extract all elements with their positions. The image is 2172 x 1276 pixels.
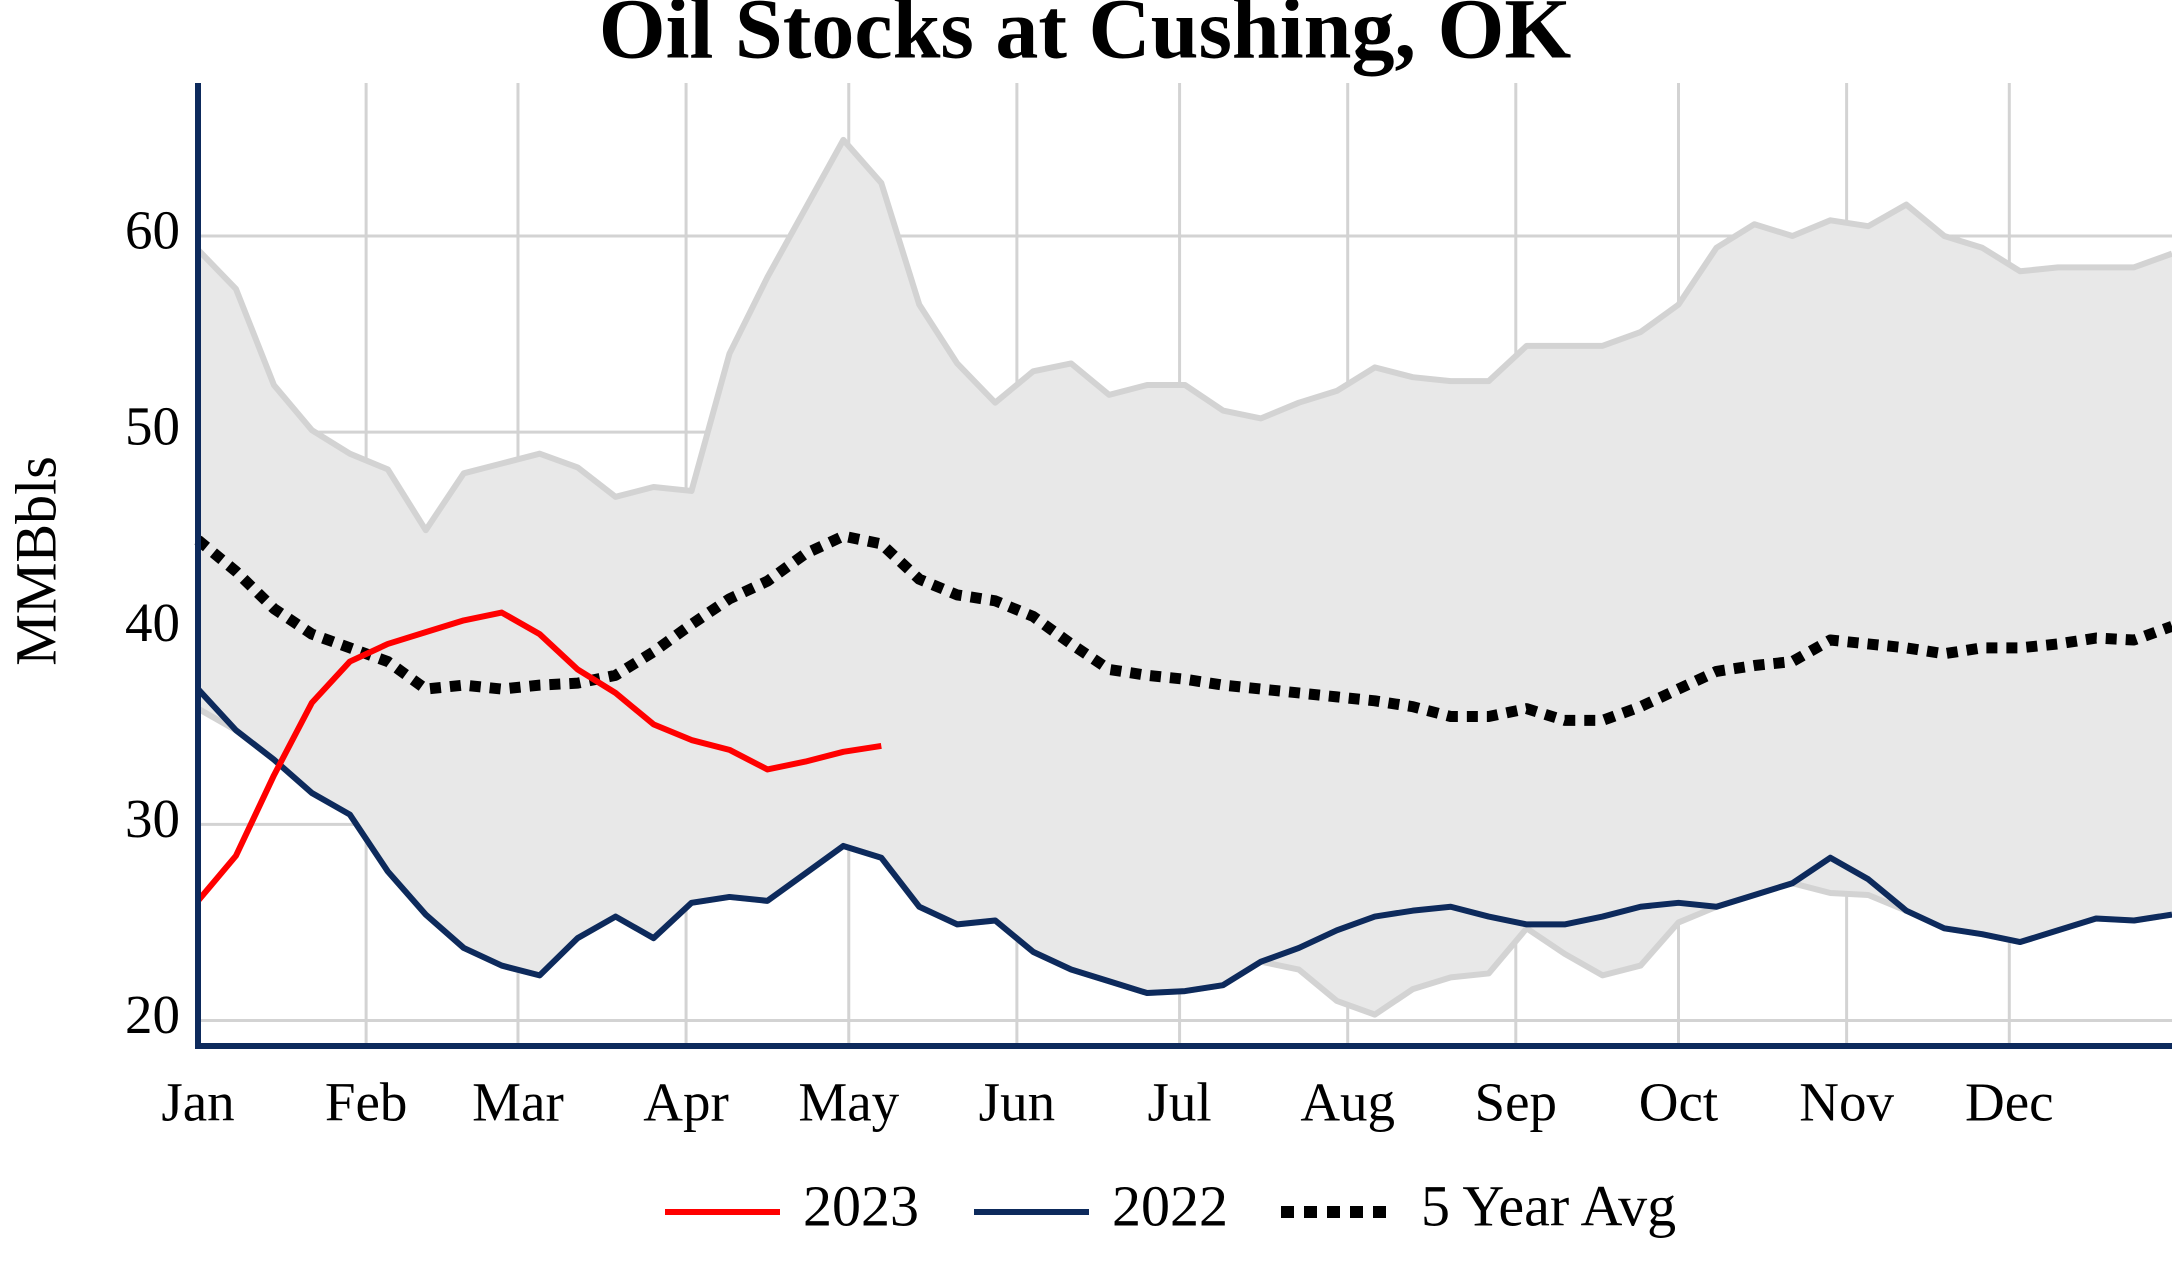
range-upper-line xyxy=(195,136,2172,534)
series-line xyxy=(195,687,2172,997)
chart-title: Oil Stocks at Cushing, OK xyxy=(599,0,1572,77)
y-tick-label: 30 xyxy=(125,788,180,849)
y-tick-label: 40 xyxy=(125,592,180,653)
y-tick-label: 50 xyxy=(125,396,180,457)
x-tick-label: Feb xyxy=(325,1072,408,1133)
x-tick-label: Nov xyxy=(1799,1072,1894,1133)
series-line xyxy=(195,609,882,903)
legend-label: 2022 xyxy=(1112,1173,1228,1238)
x-tick-label: Mar xyxy=(472,1072,564,1133)
x-tick-label: May xyxy=(798,1072,899,1133)
y-axis-label: MMBbls xyxy=(3,456,68,666)
legend-label: 5 Year Avg xyxy=(1421,1173,1676,1238)
x-tick-label: Jun xyxy=(979,1072,1055,1133)
x-tick-label: Apr xyxy=(643,1072,729,1133)
range-area xyxy=(198,139,2172,1015)
legend-label: 2023 xyxy=(803,1173,919,1238)
x-tick-label: Jan xyxy=(161,1072,234,1133)
x-tick-label: Oct xyxy=(1639,1072,1718,1133)
y-tick-label: 60 xyxy=(125,200,180,261)
x-tick-label: Dec xyxy=(1965,1072,2054,1133)
y-tick-label: 20 xyxy=(125,984,180,1045)
x-tick-label: Jul xyxy=(1147,1072,1211,1133)
x-tick-label: Aug xyxy=(1300,1072,1395,1133)
x-tick-label: Sep xyxy=(1475,1072,1558,1133)
